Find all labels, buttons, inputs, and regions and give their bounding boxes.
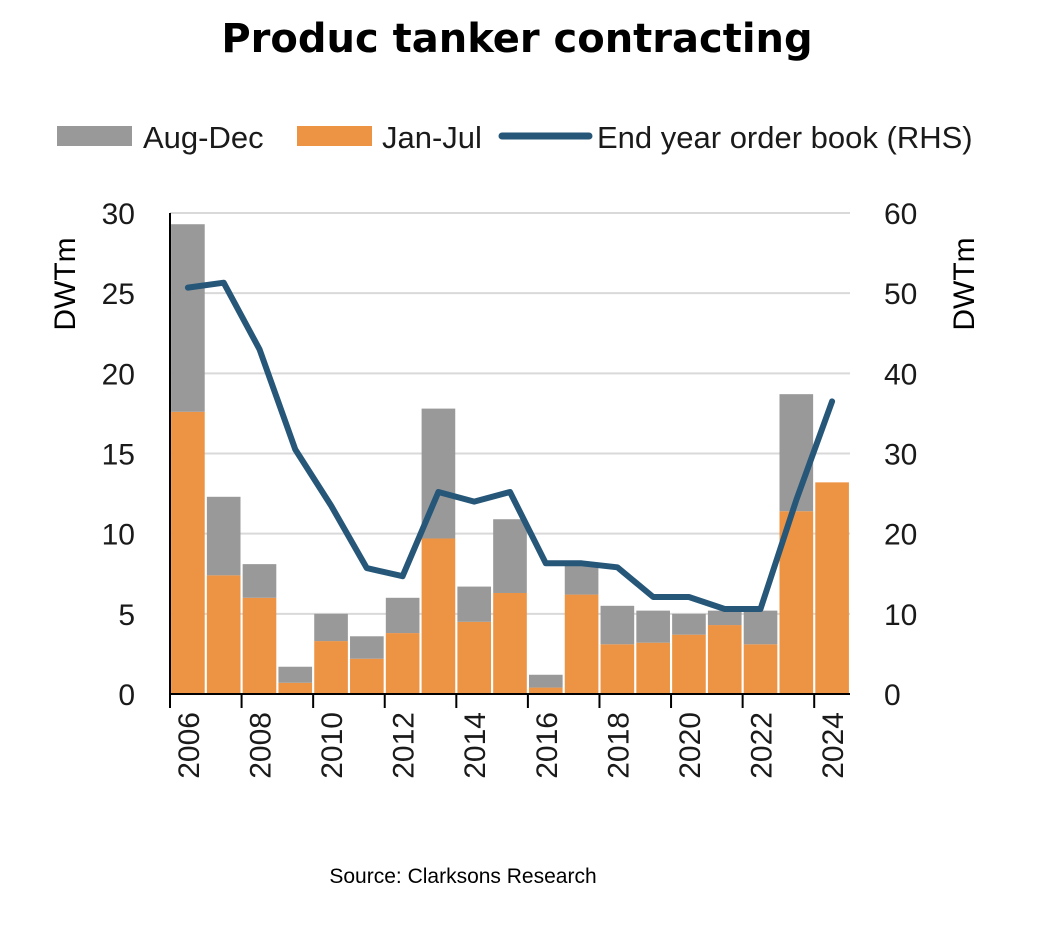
y-tick-left-label: 30 [102,198,135,231]
y-tick-right-label: 30 [884,439,917,472]
bar-jan-jul-2016 [528,687,563,694]
y-tick-right-label: 40 [884,358,917,391]
legend: Aug-Dec Jan-Jul End year order book (RHS… [57,120,973,155]
bar-jan-jul-2012 [385,633,420,694]
bar-aug-dec-2017 [564,565,599,595]
bar-jan-jul-2024 [815,482,849,694]
x-tick-label: 2022 [746,712,779,779]
legend-swatch-jan-jul [297,126,372,146]
y-tick-left-label: 10 [102,519,135,552]
bar-aug-dec-2010 [314,613,348,642]
bar-jan-jul-2010 [314,641,348,694]
y-axis-left-label: DWTm [49,237,82,330]
y-tick-left-label: 5 [118,599,135,632]
bar-jan-jul-2011 [350,658,384,694]
x-tick-label: 2012 [388,712,421,779]
bar-jan-jul-2018 [600,644,635,694]
bar-aug-dec-2019 [636,610,670,643]
x-tick-label: 2008 [245,712,278,779]
bar-jan-jul-2021 [707,625,742,694]
x-tick-label: 2020 [674,712,707,779]
x-tick-label: 2016 [531,712,564,779]
bar-aug-dec-2021 [707,610,742,626]
line-series [184,279,836,612]
bar-jan-jul-2020 [672,634,706,694]
y-tick-left-label: 0 [118,679,135,712]
x-tick-label: 2024 [817,712,850,779]
bar-aug-dec-2016 [528,674,563,688]
y-axis-right-ticks: 0 10 20 30 40 50 60 [884,198,917,712]
bar-aug-dec-2008 [242,564,277,598]
chart-title: Produc tanker contracting [221,16,812,62]
legend-label-jan-jul: Jan-Jul [382,120,482,155]
bar-aug-dec-2009 [278,666,313,683]
bar-jan-jul-2019 [636,642,670,694]
bar-jan-jul-2022 [743,644,778,694]
y-axis-right-label: DWTm [948,237,981,330]
bar-aug-dec-2018 [600,605,635,645]
y-tick-right-label: 0 [884,679,901,712]
x-axis-ticks: 2006 2008 2010 2012 2014 2016 2018 2020 2022 2024 [173,712,850,779]
line-order-book [184,279,836,612]
y-tick-left-label: 25 [102,278,135,311]
axes [169,213,850,708]
bar-jan-jul-2008 [242,597,277,694]
bar-jan-jul-2017 [564,594,599,694]
y-tick-right-label: 20 [884,519,917,552]
bar-aug-dec-2022 [743,610,778,645]
bar-jan-jul-2013 [421,538,456,694]
source-note: Source: Clarksons Research [329,865,596,888]
bar-aug-dec-2015 [493,519,527,593]
gridlines [170,212,850,615]
bar-aug-dec-2011 [350,636,384,659]
y-axis-left-ticks: 0 5 10 15 20 25 30 [102,198,135,712]
bar-jan-jul-2009 [278,682,313,694]
y-tick-left-label: 20 [102,358,135,391]
bar-aug-dec-2014 [457,586,492,622]
bar-aug-dec-2007 [206,496,241,576]
x-tick-label: 2010 [316,712,349,779]
y-tick-left-label: 15 [102,439,135,472]
x-tick-label: 2006 [173,712,206,779]
legend-label-order-book: End year order book (RHS) [597,120,973,155]
bar-jan-jul-2015 [493,592,527,694]
bar-aug-dec-2012 [385,597,420,634]
y-tick-right-label: 50 [884,278,917,311]
bar-aug-dec-2006 [171,224,205,412]
bar-jan-jul-2014 [457,621,492,694]
bar-series [171,224,849,694]
bar-aug-dec-2020 [672,613,706,635]
y-tick-right-label: 10 [884,599,917,632]
legend-swatch-aug-dec [57,126,132,146]
legend-label-aug-dec: Aug-Dec [143,120,264,155]
x-tick-label: 2018 [602,712,635,779]
y-tick-right-label: 60 [884,198,917,231]
x-tick-label: 2014 [459,712,492,779]
bar-jan-jul-2006 [171,411,205,694]
bar-jan-jul-2007 [206,575,241,694]
